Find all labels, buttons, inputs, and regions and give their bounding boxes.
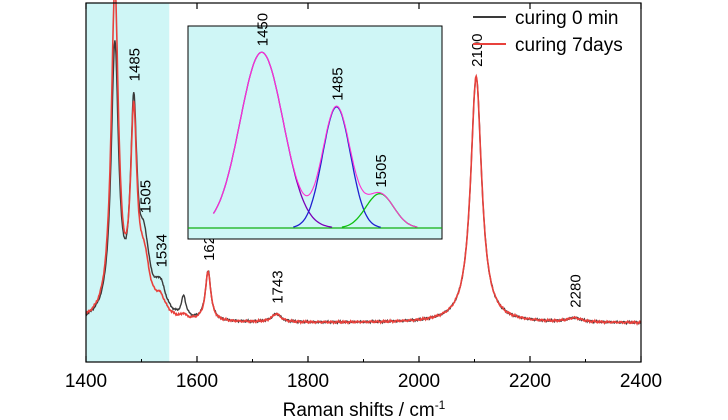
x-axis-label-superscript: -1 xyxy=(435,398,446,412)
x-axis: 1400 1600 1800 2000 2200 2400 xyxy=(65,3,662,392)
inset-background xyxy=(187,25,443,240)
x-tick-label-3: 2000 xyxy=(398,371,440,392)
deconvolution-inset: 1450 1485 1505 xyxy=(187,13,443,240)
peak-label-6: 2100 xyxy=(469,33,486,66)
inset-peak-label-1: 1485 xyxy=(330,67,347,100)
x-tick-label-1: 1600 xyxy=(176,371,218,392)
series-line-0 xyxy=(85,40,642,326)
peak-label-3: 1534 xyxy=(153,234,170,267)
inset-peak-label-2: 1505 xyxy=(373,154,390,187)
inset-curves xyxy=(188,51,442,229)
legend: curing 0 min curing 7days xyxy=(473,8,623,56)
highlight-band xyxy=(86,3,170,362)
peak-label-7: 2280 xyxy=(567,274,584,307)
inset-peak-labels: 1450 1485 1505 xyxy=(255,13,390,188)
series-line-1 xyxy=(85,0,642,326)
x-axis-label: Raman shifts / cm-1 xyxy=(283,398,446,420)
inset-peak-label-0: 1450 xyxy=(255,13,272,46)
x-tick-label-0: 1400 xyxy=(65,371,107,392)
legend-label-0: curing 0 min xyxy=(515,8,619,29)
legend-label-1: curing 7days xyxy=(515,35,623,56)
peak-labels: 14501485150515341620174321002280 xyxy=(127,33,585,307)
peak-label-2: 1505 xyxy=(137,180,154,213)
x-tick-label-2: 1800 xyxy=(287,371,329,392)
x-tick-label-4: 2200 xyxy=(509,371,551,392)
peak-label-1: 1485 xyxy=(127,48,144,81)
spectra-group xyxy=(85,0,642,326)
inset-envelope xyxy=(212,51,418,228)
inset-component-1 xyxy=(293,106,381,228)
x-tick-label-5: 2400 xyxy=(620,371,662,392)
peak-label-5: 1743 xyxy=(269,270,286,303)
